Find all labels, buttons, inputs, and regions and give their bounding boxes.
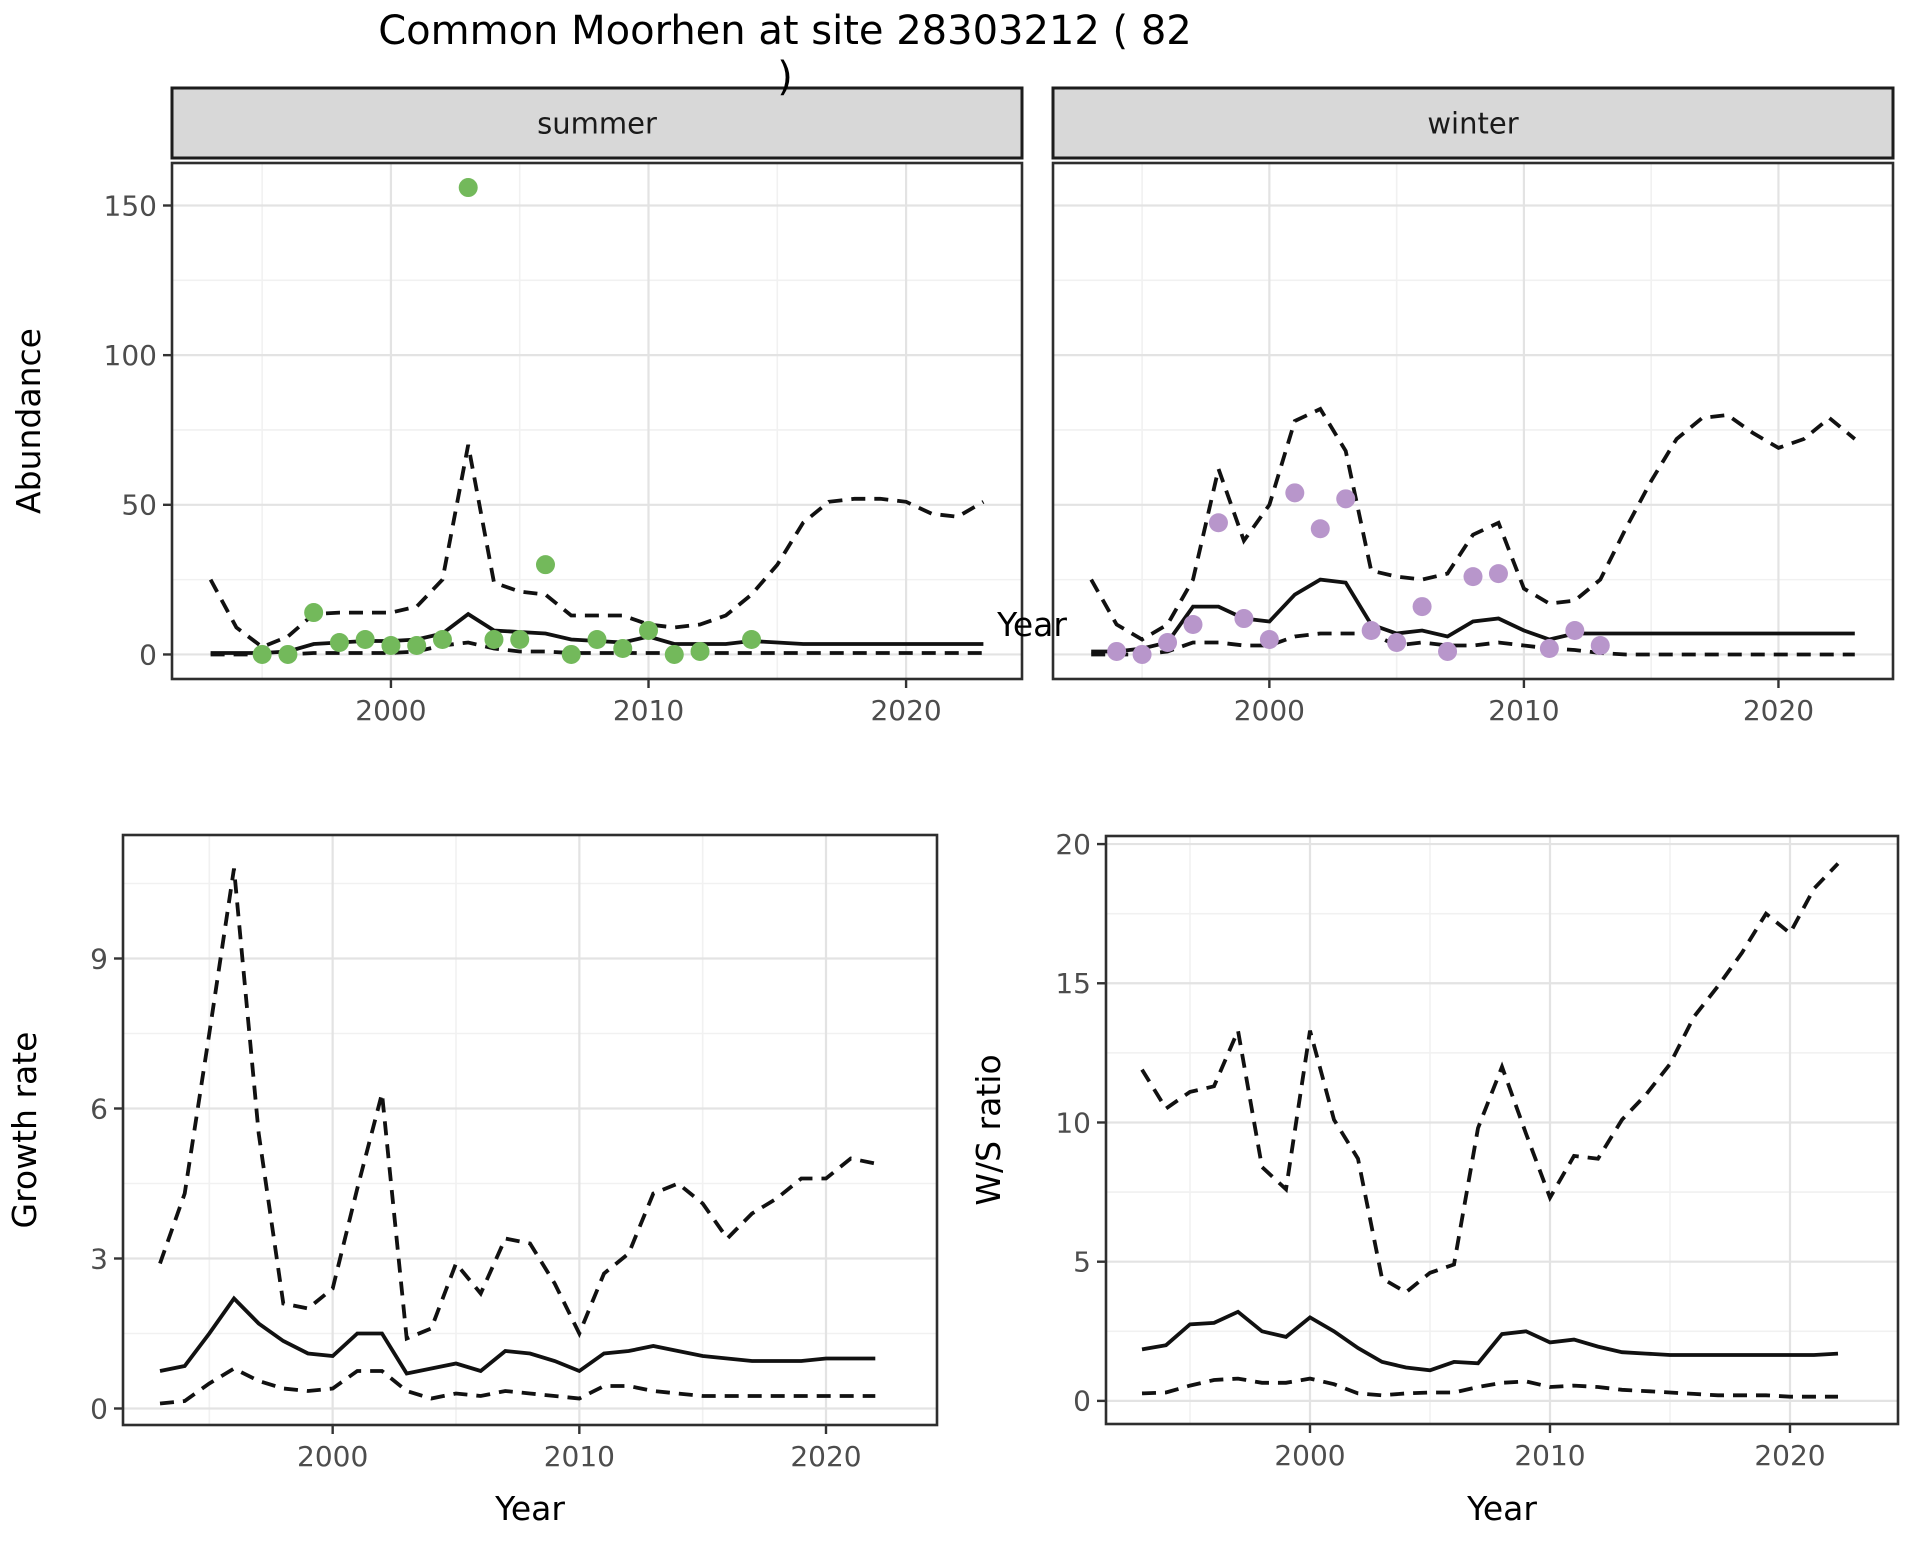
series-upper-ci-dashed (208, 444, 985, 650)
x-axis-title: Year (1466, 1489, 1537, 1528)
data-point (561, 644, 581, 664)
data-point (329, 632, 349, 652)
series-mean-solid (159, 1295, 876, 1376)
y-tick-label: 0 (90, 1392, 108, 1425)
data-point (1539, 638, 1559, 658)
x-tick-label: 2000 (1274, 1439, 1345, 1472)
panel-border (1104, 834, 1900, 1426)
data-point (355, 629, 375, 649)
data-point (1208, 513, 1228, 533)
data-point (1412, 597, 1432, 617)
data-point (1285, 483, 1305, 503)
y-tick-label: 50 (121, 489, 157, 522)
panel-border (170, 161, 1024, 681)
y-axis-title: W/S ratio (969, 1054, 1008, 1205)
chart-title: Common Moorhen at site 28303212 ( 82 ) (378, 8, 1192, 100)
data-point (458, 178, 478, 198)
x-tick-label: 2000 (355, 694, 426, 727)
data-point (1336, 489, 1356, 509)
data-point (587, 629, 607, 649)
panel-abundance-winter: 2000 2010 2020 winter (1051, 86, 1895, 727)
panel-ws-ratio: 2000 2010 2020 0 5 10 15 20 W/S ratio Year (969, 828, 1900, 1528)
data-point (613, 638, 633, 658)
data-point (1463, 567, 1483, 587)
data-point (664, 644, 684, 664)
y-tick-label: 6 (90, 1092, 108, 1125)
panel-background (172, 163, 1022, 679)
panel-border (121, 833, 939, 1427)
panel-abundance-summer: 2000 2010 2020 0 50 100 150 summer Abundance (9, 86, 1024, 727)
y-tick-label: 3 (90, 1242, 108, 1275)
x-tick-label: 2010 (544, 1440, 615, 1473)
y-tick-label: 0 (139, 638, 157, 671)
x-tick-label: 2020 (790, 1440, 861, 1473)
x-tick-label: 2010 (1488, 694, 1559, 727)
series-observed-counts (252, 178, 762, 664)
x-tick-label: 2020 (1743, 694, 1814, 727)
data-point (1183, 615, 1203, 635)
data-point (1361, 621, 1381, 641)
data-point (535, 555, 555, 575)
y-axis-title: Growth rate (5, 1032, 44, 1229)
data-point (1259, 629, 1279, 649)
x-tick-label: 2020 (870, 694, 941, 727)
panel-background (123, 835, 937, 1425)
data-point (381, 635, 401, 655)
x-tick-label: 2000 (1234, 694, 1305, 727)
panel-growth-rate: 2000 2010 2020 0 3 6 9 Growth rate Year (5, 833, 939, 1528)
data-point (278, 644, 298, 664)
series-lower-ci-dashed (1141, 1376, 1838, 1399)
series-lower-ci-dashed (210, 640, 984, 657)
data-point (1590, 635, 1610, 655)
x-axis-title: Year (494, 1489, 565, 1528)
y-tick-label: 5 (1073, 1245, 1091, 1278)
data-point (1107, 641, 1127, 661)
x-tick-label: 2010 (1514, 1439, 1585, 1472)
data-point (639, 621, 659, 641)
series-observed-counts (1107, 483, 1610, 664)
x-tick-label: 2010 (613, 694, 684, 727)
series-mean-solid (1141, 1309, 1839, 1373)
series-upper-ci-dashed (158, 868, 876, 1342)
data-point (1438, 641, 1458, 661)
data-point (432, 629, 452, 649)
facet-strip (1051, 86, 1895, 160)
y-tick-label: 0 (1073, 1385, 1091, 1418)
data-point (407, 635, 427, 655)
data-point (1234, 609, 1254, 629)
facet-strip-label: summer (537, 106, 657, 140)
data-point (1158, 632, 1178, 652)
series-lower-ci-dashed (159, 1366, 876, 1406)
panel-background (1053, 163, 1893, 679)
y-tick-label: 150 (104, 189, 157, 222)
facet-strip (170, 86, 1024, 160)
y-tick-label: 10 (1055, 1106, 1091, 1139)
y-tick-label: 100 (104, 339, 157, 372)
panel-background (1106, 836, 1898, 1424)
data-point (1132, 644, 1152, 664)
top-row-x-axis-title: Year (996, 605, 1067, 644)
data-point (304, 603, 324, 623)
y-tick-label: 9 (90, 942, 108, 975)
data-point (1488, 564, 1508, 584)
data-point (252, 644, 272, 664)
y-axis-title: Abundance (9, 328, 48, 514)
data-point (1387, 632, 1407, 652)
data-point (742, 629, 762, 649)
facet-strip-label: winter (1427, 106, 1518, 140)
series-upper-ci-dashed (1089, 406, 1857, 642)
series-mean-solid (1091, 577, 1855, 654)
panel-border (1051, 161, 1895, 681)
data-point (484, 629, 504, 649)
data-point (510, 629, 530, 649)
y-tick-label: 15 (1055, 967, 1091, 1000)
y-tick-label: 20 (1055, 828, 1091, 861)
x-tick-label: 2020 (1754, 1439, 1825, 1472)
data-point (1565, 621, 1585, 641)
x-tick-label: 2000 (297, 1440, 368, 1473)
data-point (1310, 519, 1330, 539)
data-point (690, 641, 710, 661)
